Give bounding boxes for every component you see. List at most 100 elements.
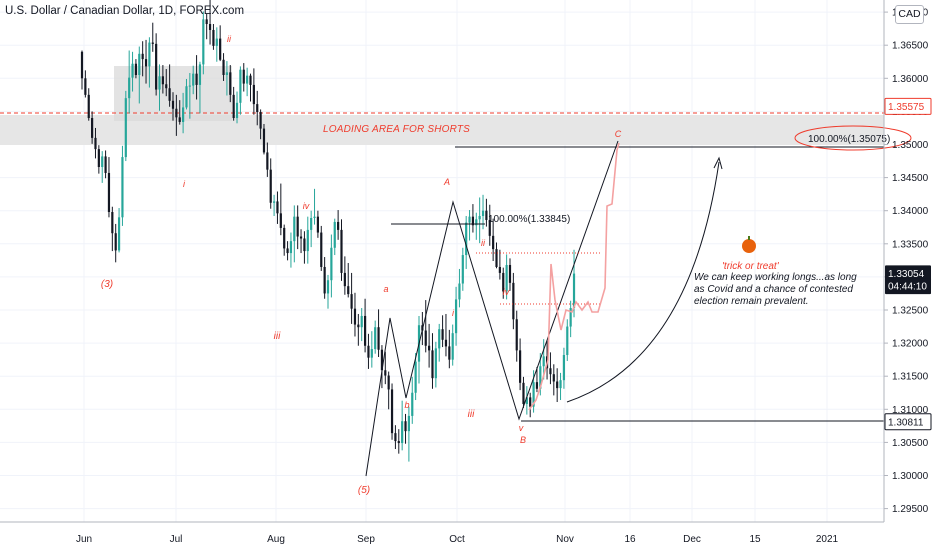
candle-body bbox=[485, 210, 488, 220]
wave-label: (5) bbox=[358, 485, 370, 496]
candle-body bbox=[104, 156, 107, 173]
candle-body bbox=[569, 308, 572, 327]
candle-body bbox=[182, 107, 185, 122]
currency-button[interactable]: CAD bbox=[895, 5, 924, 24]
candle-body bbox=[107, 172, 111, 213]
wave-label: C bbox=[615, 129, 622, 139]
candle-body bbox=[141, 53, 144, 60]
candle-body bbox=[246, 75, 249, 84]
candle-body bbox=[505, 264, 508, 292]
candle-body bbox=[481, 210, 485, 216]
candle-body bbox=[128, 77, 131, 99]
y-tick-label: 1.36000 bbox=[892, 74, 929, 85]
wave-label: B bbox=[520, 435, 526, 445]
wave-label: i bbox=[183, 179, 186, 189]
price-label-text: 1.35575 bbox=[888, 102, 925, 113]
candle-body bbox=[407, 415, 410, 432]
candle-body bbox=[239, 69, 242, 103]
x-tick-label: Dec bbox=[683, 534, 701, 545]
price-label-text: 04:44:10 bbox=[888, 282, 927, 293]
candle-body bbox=[441, 329, 444, 340]
candle-body bbox=[259, 112, 262, 129]
candle-body bbox=[529, 397, 532, 407]
candle-body bbox=[114, 233, 117, 251]
wave-drawings bbox=[365, 125, 912, 477]
candle-body bbox=[185, 86, 188, 108]
y-tick-label: 1.30000 bbox=[892, 471, 929, 482]
candle-body bbox=[161, 76, 164, 85]
wave-label: A bbox=[443, 177, 450, 187]
x-tick-label: Jun bbox=[76, 534, 92, 545]
x-tick-label: 16 bbox=[624, 534, 636, 545]
time-axis[interactable]: Jun Jul Aug Sep Oct Nov 16 Dec 15 2021 bbox=[76, 534, 839, 545]
x-tick-label: 2021 bbox=[816, 534, 839, 545]
price-axis[interactable]: 1.29500 1.30000 1.30500 1.31000 1.31500 1.320… bbox=[884, 8, 929, 515]
candle-body bbox=[124, 98, 127, 158]
candle-body bbox=[249, 75, 252, 85]
candle-body bbox=[539, 366, 542, 389]
price-label-box bbox=[885, 278, 931, 295]
candle-body bbox=[165, 84, 168, 89]
candle-body bbox=[370, 349, 373, 358]
candle-body bbox=[131, 63, 134, 78]
y-tick-label: 1.34500 bbox=[892, 173, 929, 184]
wave-a-b-c-path bbox=[365, 140, 619, 477]
candle-body bbox=[269, 169, 272, 203]
candle-body bbox=[144, 59, 148, 67]
candle-body bbox=[508, 264, 512, 283]
price-label-box bbox=[884, 97, 932, 115]
y-tick-label: 1.32500 bbox=[892, 306, 929, 317]
y-tick-label: 1.31500 bbox=[892, 372, 929, 383]
candle-body bbox=[387, 375, 390, 390]
candle-body bbox=[532, 382, 535, 407]
candle-body bbox=[377, 327, 380, 350]
candle-body bbox=[192, 73, 195, 86]
candle-body bbox=[478, 215, 481, 220]
candle-body bbox=[222, 59, 225, 75]
candle-body bbox=[559, 380, 562, 389]
note-title: 'trick or treat' bbox=[722, 261, 779, 272]
candle-body bbox=[316, 216, 319, 233]
candle-body bbox=[286, 248, 289, 254]
candle-body bbox=[242, 69, 245, 84]
candle-body bbox=[451, 333, 454, 360]
candle-body bbox=[488, 219, 491, 236]
candle-body bbox=[465, 222, 468, 256]
candle-body bbox=[492, 235, 495, 250]
candle-body bbox=[374, 327, 377, 350]
candles bbox=[80, 0, 576, 462]
candle-body bbox=[91, 118, 94, 138]
candle-body bbox=[454, 299, 458, 334]
candle-body bbox=[515, 319, 518, 351]
candle-body bbox=[212, 29, 215, 46]
candle-body bbox=[461, 255, 464, 284]
candle-body bbox=[519, 350, 522, 383]
candle-body bbox=[434, 348, 437, 379]
candle-body bbox=[235, 102, 239, 119]
wave-label: iii bbox=[468, 409, 475, 420]
candle-body bbox=[502, 272, 505, 292]
candle-body bbox=[566, 326, 569, 356]
candle-body bbox=[276, 201, 279, 214]
wave-label: b bbox=[404, 400, 409, 410]
candle-body bbox=[363, 315, 367, 346]
candle-body bbox=[117, 217, 121, 251]
candle-body bbox=[202, 19, 205, 65]
candle-body bbox=[549, 368, 552, 375]
candle-body bbox=[175, 108, 178, 118]
candle-body bbox=[198, 64, 202, 85]
candle-body bbox=[310, 217, 313, 230]
candle-body bbox=[84, 78, 87, 95]
candle-body bbox=[320, 232, 323, 267]
y-tick-label: 1.34000 bbox=[892, 206, 929, 217]
candle-body bbox=[219, 38, 222, 60]
wave-labels: iiiiv(3)iiiab(5)AiiiiviiivBC100.00%(1.33… bbox=[101, 34, 890, 496]
fib-label: 100.00%(1.35075) bbox=[808, 134, 890, 145]
candle-body bbox=[80, 51, 84, 79]
candle-body bbox=[266, 152, 269, 170]
candle-body bbox=[178, 117, 181, 122]
candle-body bbox=[498, 266, 501, 273]
wave-label: a bbox=[383, 284, 388, 294]
price-label-box bbox=[885, 265, 931, 282]
